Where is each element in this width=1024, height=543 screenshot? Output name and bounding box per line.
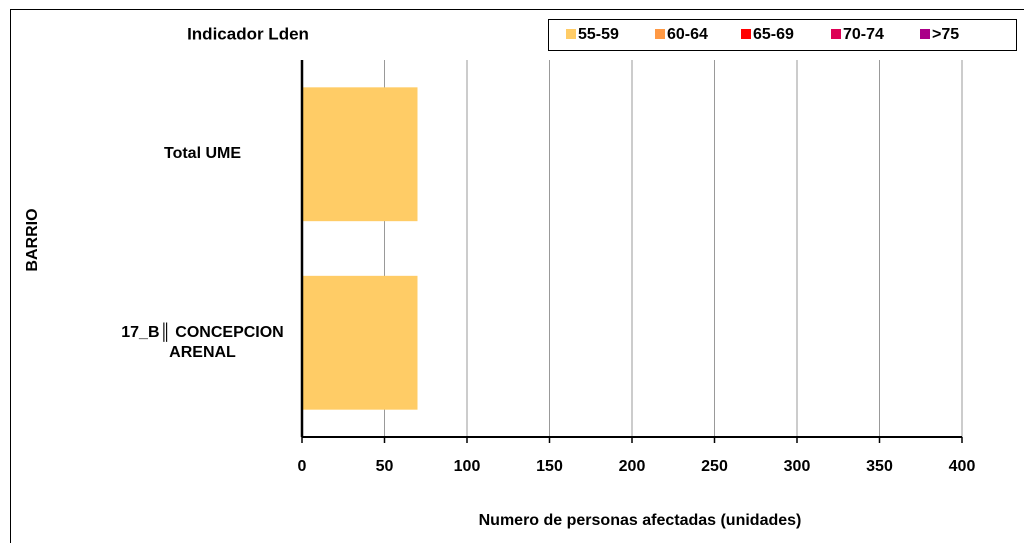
legend-swatch xyxy=(566,29,576,39)
legend-label: >75 xyxy=(932,26,959,43)
x-tick-label: 0 xyxy=(298,458,307,475)
y-axis-label: BARRIO xyxy=(24,208,41,271)
x-tick-label: 350 xyxy=(866,458,893,475)
legend-swatch xyxy=(655,29,665,39)
category-label-box: 17_B║ CONCEPCION ARENAL xyxy=(121,323,284,361)
x-tick-label: 150 xyxy=(536,458,563,475)
legend-swatch xyxy=(920,29,930,39)
x-tick-label: 250 xyxy=(701,458,728,475)
category-label-box: Total UME xyxy=(163,145,242,163)
legend-label: 60-64 xyxy=(667,26,708,43)
bar xyxy=(302,275,418,410)
legend-box xyxy=(548,19,1017,51)
x-tick-label: 400 xyxy=(949,458,976,475)
x-axis-label: Numero de personas afectadas (unidades) xyxy=(479,512,802,529)
x-tick-label: 100 xyxy=(454,458,481,475)
x-tick-label: 200 xyxy=(619,458,646,475)
legend-label: 55-59 xyxy=(578,26,619,43)
legend-label: 70-74 xyxy=(843,26,884,43)
bar xyxy=(302,87,418,222)
legend-label: 65-69 xyxy=(753,26,794,43)
y-tick-label: 17_B║ CONCEPCION ARENAL xyxy=(121,323,284,361)
x-tick-label: 300 xyxy=(784,458,811,475)
x-tick-label: 50 xyxy=(376,458,394,475)
y-tick-label: Total UME xyxy=(163,145,242,163)
legend-swatch xyxy=(741,29,751,39)
chart-title: Indicador Lden xyxy=(187,24,309,43)
legend-swatch xyxy=(831,29,841,39)
frame xyxy=(10,9,1024,543)
